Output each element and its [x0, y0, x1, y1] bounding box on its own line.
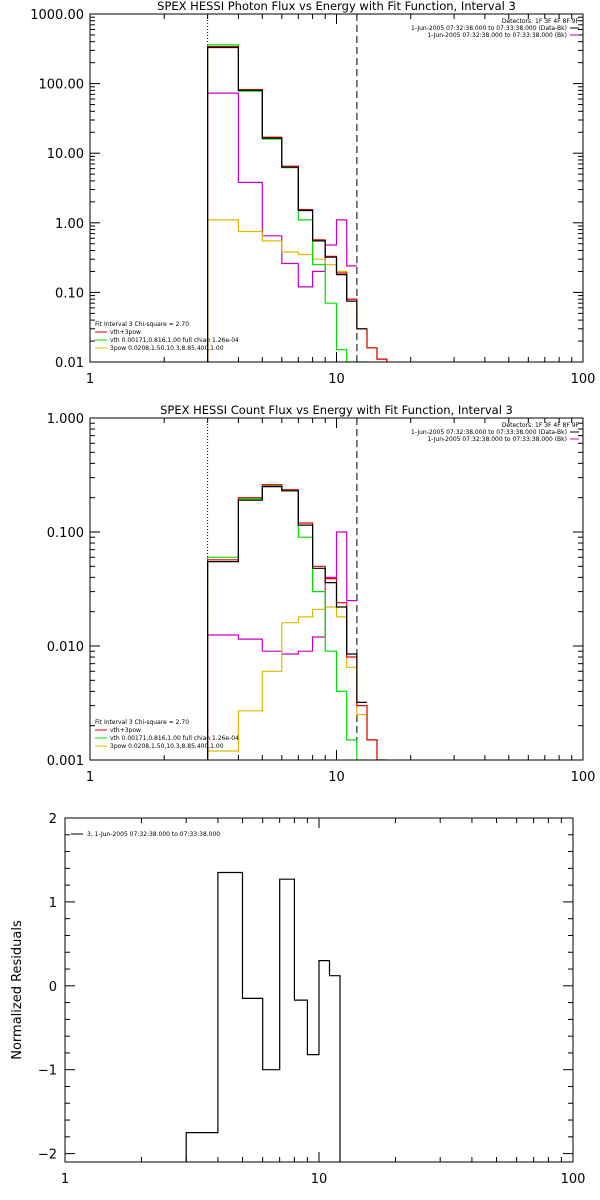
plot-frame — [64, 817, 574, 1163]
plot-frame — [89, 417, 584, 761]
legend-topleft-entry: 3, 1-Jun-2005 07:32:38.000 to 07:33:38.0… — [87, 831, 220, 838]
plot-frame — [89, 13, 584, 363]
y-tick-label: −1 — [38, 1064, 57, 1079]
series-group — [185, 871, 341, 1162]
y-tick-label: 0.10 — [55, 286, 84, 301]
y-tick-label: 0 — [49, 980, 57, 995]
x-tick-label: 10 — [328, 770, 345, 785]
legend-bottomleft-entry: Fit Interval 3 Chi-square = 2.70 — [95, 321, 189, 328]
panel-title: SPEX HESSI Photon Flux vs Energy with Fi… — [157, 0, 516, 13]
legend-bottomleft-entry: 3pow 0.0208,1.50,10.3,8.85,400,1.00 — [110, 345, 224, 352]
y-tick-label: −2 — [38, 1148, 57, 1163]
legend-topright-entry: 1-Jun-2005 07:32:38.000 to 07:33:38.000 … — [427, 436, 567, 443]
series-data — [185, 871, 341, 1162]
legend-topright-entry: Detectors: 1F 3F 4F 8F 9F — [502, 18, 580, 25]
x-tick-label: 100 — [571, 770, 596, 785]
y-tick-label: 100.00 — [39, 78, 85, 93]
y-tick-label: 1.000 — [47, 412, 84, 427]
series-total — [207, 45, 388, 362]
series-group — [207, 44, 388, 362]
x-tick-label: 1 — [61, 1172, 69, 1187]
x-tick-label: 10 — [311, 1172, 328, 1187]
legend-bottomleft-entry: vth+3pow — [110, 727, 141, 734]
legend-topright-entry: 1-Jun-2005 07:32:38.000 to 07:33:38.000 … — [427, 32, 567, 39]
legend-topright-entry: 1-Jun-2005 07:32:38.000 to 07:33:38.000 … — [411, 429, 567, 436]
legend-topright-entry: Detectors: 1F 3F 4F 8F 9F — [502, 422, 580, 429]
legend-topright-entry: 1-Jun-2005 07:32:38.000 to 07:33:38.000 … — [411, 25, 567, 32]
panel-title: SPEX HESSI Count Flux vs Energy with Fit… — [160, 403, 513, 417]
series-group — [207, 484, 387, 760]
legend-bottomleft-entry: Fit Interval 3 Chi-square = 2.70 — [95, 719, 189, 726]
series-vth — [207, 44, 367, 362]
y-tick-label: 1.00 — [55, 217, 84, 232]
series-data — [207, 486, 367, 760]
legend-bottomleft-entry: 3pow 0.0208,1.50,10.3,8.85,400,1.00 — [110, 743, 224, 750]
x-tick-label: 1 — [86, 372, 94, 387]
x-tick-label: 10 — [328, 372, 345, 387]
series-background — [207, 531, 357, 760]
y-tick-label: 0.010 — [47, 640, 84, 655]
x-tick-label: 1 — [86, 770, 94, 785]
y-tick-label: 0.001 — [47, 754, 84, 769]
legend-bottomleft-entry: vth 0.00171,0.816,1.00 full chian 1.26e-… — [110, 337, 239, 344]
series-data — [207, 46, 367, 362]
series-background — [207, 92, 357, 362]
y-tick-label: 0.100 — [47, 526, 84, 541]
y-tick-label: 1 — [49, 896, 57, 911]
legend-bottomleft-entry: vth 0.00171,0.816,1.00 full chian 1.26e-… — [110, 735, 239, 742]
y-tick-label: 2 — [49, 812, 57, 827]
y-tick-label: 1000.00 — [30, 8, 84, 23]
x-tick-label: 100 — [561, 1172, 586, 1187]
y-axis-label: Normalized Residuals — [10, 920, 25, 1060]
y-tick-label: 10.00 — [47, 147, 84, 162]
y-tick-label: 0.01 — [55, 356, 84, 371]
legend-bottomleft-entry: vth+3pow — [110, 329, 141, 336]
x-tick-label: 100 — [571, 372, 596, 387]
